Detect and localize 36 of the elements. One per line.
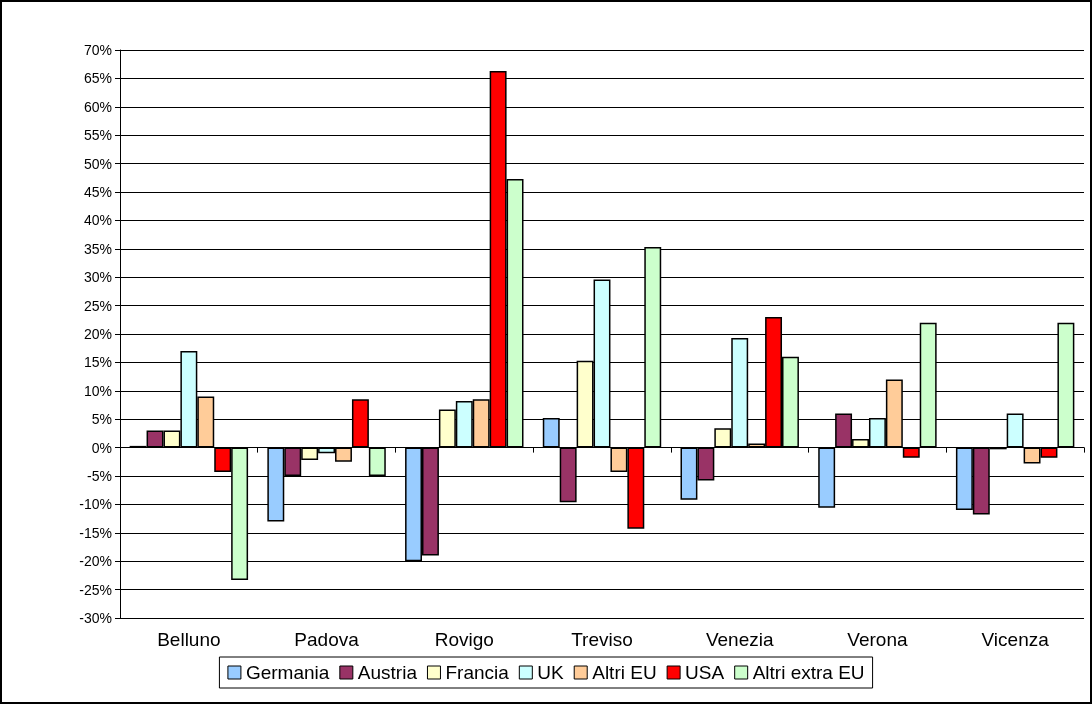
y-tick-label: 40%	[83, 212, 112, 229]
y-tick-label: 15%	[83, 354, 112, 371]
legend-label: USA	[685, 662, 725, 683]
legend-label: Austria	[357, 662, 418, 683]
y-tick-label: 5%	[91, 411, 112, 428]
y-tick-label: 50%	[83, 155, 112, 172]
legend-label: Germania	[245, 662, 330, 683]
y-tick-label: 20%	[83, 326, 112, 342]
x-tick-label: Belluno	[157, 629, 221, 650]
y-tick-label: -5%	[87, 468, 112, 484]
y-tick-label: 70%	[83, 42, 112, 58]
legend-label: UK	[537, 662, 565, 683]
y-tick-label: -25%	[79, 581, 112, 598]
y-tick-label: 65%	[83, 70, 112, 87]
y-tick-label: 30%	[83, 269, 112, 286]
legend-label: Altri EU	[592, 662, 657, 683]
y-tick-label: -10%	[79, 496, 112, 513]
x-tick-label: Padova	[294, 629, 360, 650]
y-tick-label: -15%	[79, 524, 112, 541]
y-tick-label: 0%	[91, 439, 112, 456]
legend-label: Altri extra EU	[752, 662, 865, 683]
x-tick-label: Venezia	[705, 629, 774, 650]
y-tick-label: 25%	[83, 297, 112, 314]
x-tick-label: Rovigo	[434, 629, 494, 650]
x-tick-label: Vicenza	[981, 629, 1050, 650]
y-tick-label: 55%	[83, 127, 112, 144]
bar	[902, 447, 920, 458]
y-tick-label: 35%	[83, 240, 112, 257]
x-tick-label: Verona	[847, 629, 908, 650]
y-tick-label: -30%	[79, 610, 112, 626]
y-tick-label: 45%	[83, 184, 112, 200]
legend-label: Francia	[445, 662, 510, 683]
y-tick-label: -20%	[79, 553, 112, 570]
y-tick-label: 10%	[83, 382, 112, 399]
y-tick-label: 60%	[83, 98, 112, 115]
x-tick-label: Treviso	[571, 629, 633, 650]
